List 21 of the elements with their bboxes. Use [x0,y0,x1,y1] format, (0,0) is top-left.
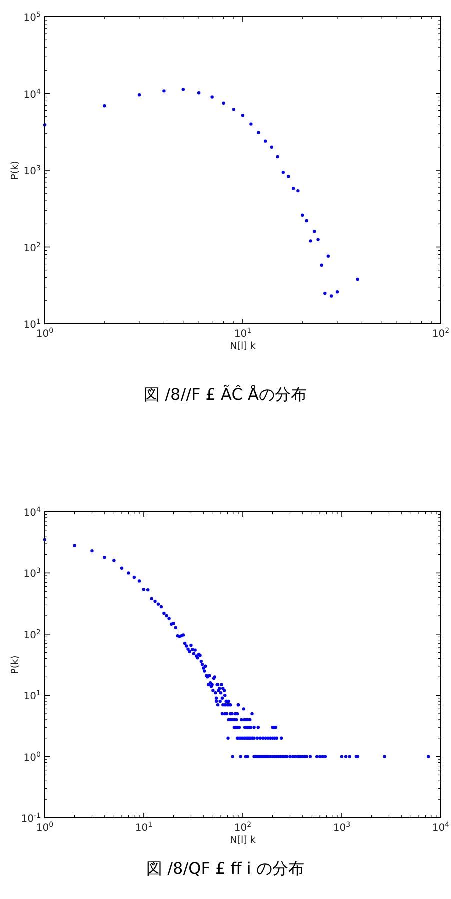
y-tick-label: 10$^{0}$ [24,750,41,764]
x-tick-label: 10$^{1}$ [234,327,252,340]
x-tick-label: 10$^{4}$ [432,821,450,834]
x-axis-title: N[l] k [230,835,256,846]
y-axis-title: P(k) [10,161,21,180]
x-axis-title: N[l] k [230,341,256,352]
text: 図 /8/QF £ ff i の分布 [146,859,304,878]
y-tick-label: 10$^{3}$ [24,567,41,580]
text: 図 /8//F £ ÃĈ Åの分布 [144,385,307,404]
x-tick-label: 10$^{2}$ [234,821,252,834]
x-tick-label: 10$^{3}$ [333,821,351,834]
x-tick-label: 10$^{1}$ [135,821,153,834]
y-tick-label: 10$^{3}$ [24,164,41,178]
y-tick-label: 10$^{2}$ [24,628,41,642]
x-tick-label: 10$^{2}$ [432,327,450,340]
y-tick-label: 10$^{5}$ [24,11,41,24]
y-tick-label: 10$^{1}$ [24,690,41,703]
y-tick-label: 10$^{4}$ [24,88,42,101]
y-tick-label: 10$^{2}$ [24,241,41,254]
y-tick-label: 10$^{4}$ [24,506,42,519]
y-axis-title: P(k) [10,656,21,674]
